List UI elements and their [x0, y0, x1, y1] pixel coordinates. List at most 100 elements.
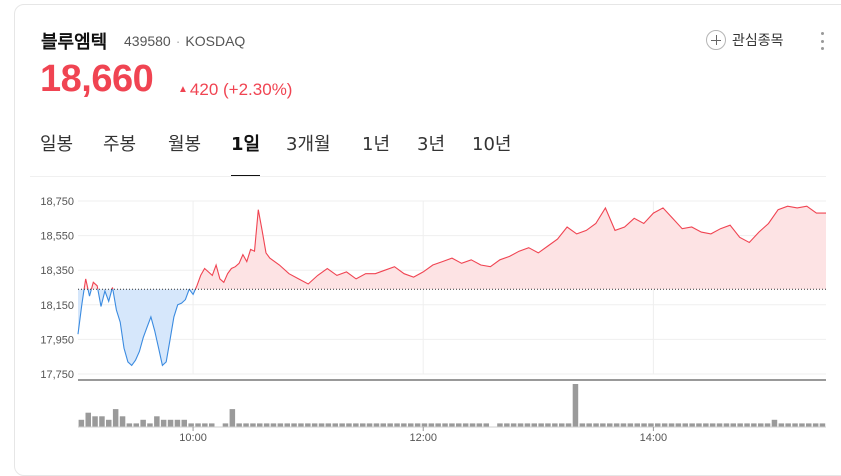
volume-bar	[689, 423, 695, 427]
down-price-line	[97, 289, 113, 307]
more-options-icon[interactable]	[819, 32, 825, 50]
volume-bar	[209, 423, 215, 427]
volume-bar	[408, 423, 414, 427]
triangle-up-icon: ▲	[178, 84, 188, 95]
tab-3month[interactable]: 3개월	[286, 134, 331, 155]
x-axis: 10:00 12:00 14:00	[179, 427, 667, 444]
volume-bar	[291, 423, 297, 427]
volume-bar	[655, 423, 661, 427]
volume-bar	[517, 423, 524, 427]
down-price-line	[188, 288, 196, 296]
volume-bar	[188, 423, 194, 427]
volume-bar	[366, 423, 373, 427]
volume-bar	[531, 423, 537, 427]
price-lines	[77, 205, 826, 367]
volume-bar	[819, 423, 826, 427]
volume-bar	[620, 423, 627, 427]
volume-bar	[648, 423, 654, 427]
volume-bar	[318, 423, 325, 427]
volume-bar	[421, 423, 428, 427]
favorite-button[interactable]: 관심종목	[706, 30, 784, 50]
volume-bar	[332, 423, 338, 427]
volume-bar	[764, 423, 771, 427]
volume-bar	[401, 423, 407, 427]
down-price-line	[112, 289, 190, 367]
tab-3year[interactable]: 3년	[417, 134, 446, 155]
volume-bar	[607, 423, 613, 427]
volume-bar	[311, 423, 318, 427]
volume-bar	[160, 419, 167, 427]
volume-bar	[675, 423, 682, 427]
tab-daily[interactable]: 일봉	[40, 134, 74, 155]
volume-bar	[85, 412, 91, 427]
volume-bar	[414, 423, 421, 427]
volume-bar	[346, 423, 352, 427]
stock-meta: 439580 · KOSDAQ	[124, 33, 245, 49]
volume-bar	[627, 423, 634, 427]
volume-bar	[380, 423, 386, 427]
volume-bar	[771, 419, 778, 427]
volume-bar	[325, 423, 332, 427]
current-price: 18,660	[40, 58, 154, 100]
tab-weekly[interactable]: 주봉	[103, 134, 137, 155]
volume-bar	[806, 423, 812, 427]
volume-bar	[270, 423, 277, 427]
y-tick-label: 18,550	[40, 231, 74, 243]
volume-bar	[538, 423, 544, 427]
y-tick-label: 18,150	[40, 300, 74, 312]
x-tick-label: 14:00	[640, 432, 668, 444]
plus-icon	[706, 30, 726, 50]
volume-bar	[703, 423, 709, 427]
volume-bar	[476, 423, 483, 427]
favorite-label: 관심종목	[732, 33, 784, 49]
volume-bar	[504, 423, 510, 427]
volume-bar	[497, 423, 503, 427]
volume-bar	[106, 419, 112, 427]
x-tick-label: 10:00	[179, 432, 207, 444]
x-tick-label: 12:00	[409, 432, 437, 444]
volume-bar	[456, 423, 462, 427]
volume-bar	[552, 423, 558, 427]
volume-bar	[723, 423, 730, 427]
volume-bar	[154, 416, 160, 428]
volume-bar	[744, 423, 750, 427]
volume-bar	[263, 423, 270, 427]
volume-bar	[737, 423, 743, 427]
change-amount: 420	[189, 80, 219, 99]
volume-bar	[812, 423, 819, 427]
up-price-line	[194, 205, 826, 290]
volume-bar	[586, 423, 592, 427]
y-axis: 18,750 18,550 18,350 18,150 17,950 17,750	[40, 196, 74, 381]
volume-bar	[373, 423, 380, 427]
volume-bar	[284, 423, 290, 427]
volume-bar	[751, 423, 757, 427]
volume-bar	[634, 423, 640, 427]
volume-bar	[716, 423, 723, 427]
volume-bar	[78, 419, 85, 427]
volume-bar	[202, 423, 208, 427]
volume-bar	[696, 423, 702, 427]
volume-bar	[449, 423, 455, 427]
volume-bar	[579, 423, 586, 427]
volume-bar	[394, 423, 400, 427]
volume-bar	[229, 409, 236, 427]
tab-10year[interactable]: 10년	[472, 134, 512, 155]
volume-bar	[545, 423, 551, 427]
volume-bar	[778, 423, 785, 427]
volume-bar	[99, 416, 105, 428]
tab-1year[interactable]: 1년	[362, 134, 391, 155]
price-change: ▲ 420 (+2.30%)	[178, 80, 292, 100]
volume-bar	[572, 384, 579, 427]
volume-bar	[92, 416, 98, 428]
volume-bar	[195, 423, 201, 427]
volume-bar	[600, 423, 606, 427]
price-chart[interactable]: 18,750 18,550 18,350 18,150 17,950 17,750 10:…	[0, 0, 841, 458]
volume-bar	[524, 423, 531, 427]
volume-bar	[353, 423, 359, 427]
volume-bar	[147, 423, 153, 427]
volume-bar	[222, 423, 229, 427]
volume-bar	[469, 423, 476, 427]
up-area	[195, 206, 826, 290]
volume-bar	[236, 423, 242, 427]
tab-monthly[interactable]: 월봉	[168, 134, 202, 155]
